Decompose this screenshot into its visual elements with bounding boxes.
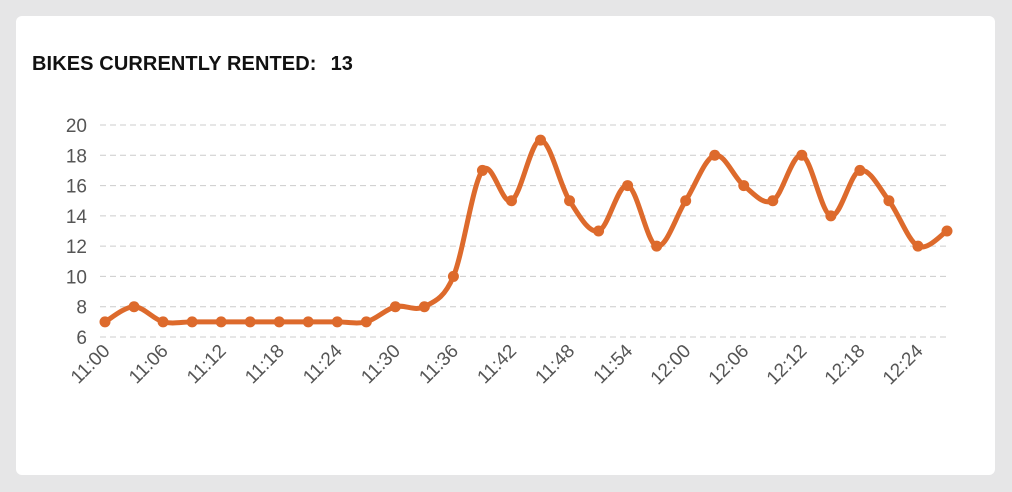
x-axis-ticks: 11:00 11:06 11:12 11:18 11:24 11:30 11:36 11:42… <box>67 340 928 389</box>
data-point[interactable] <box>215 316 227 328</box>
x-tick-label: 11:36 <box>415 341 462 388</box>
data-point[interactable] <box>854 164 866 176</box>
rented-label: BIKES CURRENTLY RENTED: <box>32 53 317 75</box>
x-tick-label: 12:06 <box>705 341 753 389</box>
data-point[interactable] <box>244 316 256 328</box>
data-point[interactable] <box>593 225 605 237</box>
y-tick-label: 14 <box>66 207 88 228</box>
data-point[interactable] <box>651 240 663 252</box>
data-point[interactable] <box>273 316 285 328</box>
y-tick-label: 16 <box>66 177 87 198</box>
data-point[interactable] <box>709 149 721 161</box>
x-tick-label: 11:48 <box>532 341 579 388</box>
x-tick-label: 11:30 <box>357 341 404 388</box>
x-tick-label: 11:24 <box>299 340 347 388</box>
data-point[interactable] <box>389 301 401 313</box>
x-tick-label: 11:06 <box>125 341 172 388</box>
x-tick-label: 12:18 <box>821 341 869 389</box>
y-tick-label: 20 <box>66 116 87 137</box>
y-tick-label: 6 <box>76 328 87 349</box>
series-line <box>102 137 950 326</box>
data-point[interactable] <box>447 270 459 282</box>
y-tick-label: 18 <box>66 146 87 167</box>
x-tick-label: 11:42 <box>474 341 521 388</box>
x-tick-label: 12:24 <box>879 340 928 389</box>
data-point[interactable] <box>331 316 343 328</box>
data-point[interactable] <box>476 164 488 176</box>
data-point[interactable] <box>912 240 924 252</box>
y-tick-label: 8 <box>76 298 87 319</box>
data-point[interactable] <box>622 180 634 192</box>
data-point[interactable] <box>535 134 547 146</box>
x-tick-label: 11:54 <box>590 340 638 388</box>
rented-count: 13 <box>330 53 354 75</box>
data-point[interactable] <box>767 195 779 207</box>
data-point[interactable] <box>564 195 576 207</box>
data-point[interactable] <box>302 316 314 328</box>
data-point[interactable] <box>418 301 430 313</box>
data-point[interactable] <box>505 195 517 207</box>
data-point[interactable] <box>99 316 111 328</box>
x-tick-label: 12:00 <box>647 341 695 389</box>
data-point[interactable] <box>941 225 953 237</box>
data-point[interactable] <box>883 195 895 207</box>
data-point[interactable] <box>796 149 808 161</box>
data-point[interactable] <box>738 180 750 192</box>
series-line-layer <box>102 137 950 326</box>
y-axis-ticks: 6 8 10 12 14 16 18 20 <box>66 116 88 349</box>
y-tick-label: 10 <box>66 267 87 288</box>
data-point[interactable] <box>186 316 198 328</box>
chart-title: BIKES CURRENTLY RENTED: 13 <box>32 53 353 76</box>
chart-card <box>16 16 995 475</box>
gridlines <box>100 124 947 338</box>
data-point[interactable] <box>128 301 140 313</box>
data-point[interactable] <box>825 210 837 222</box>
data-point[interactable] <box>157 316 169 328</box>
y-tick-label: 12 <box>66 237 87 258</box>
x-tick-label: 11:00 <box>67 341 114 388</box>
data-point[interactable] <box>360 316 372 328</box>
x-tick-label: 11:18 <box>241 341 288 388</box>
x-tick-label: 12:12 <box>763 341 811 389</box>
data-point[interactable] <box>680 195 692 207</box>
series-points <box>99 134 953 328</box>
x-tick-label: 11:12 <box>183 341 230 388</box>
